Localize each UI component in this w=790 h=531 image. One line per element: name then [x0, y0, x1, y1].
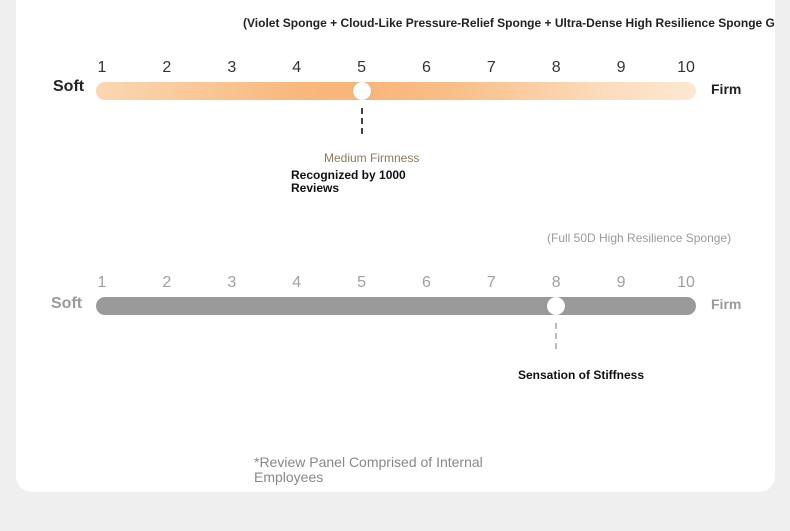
scale1-bar — [96, 82, 696, 100]
scale1-recognition: Recognized by 1000 Reviews — [291, 168, 406, 195]
scale2-knob — [547, 297, 566, 315]
scale1-tick: 6 — [421, 59, 431, 76]
scale1-tick: 9 — [616, 59, 626, 76]
scale1-tick: 1 — [97, 59, 107, 76]
scale1-firm-label: Firm — [711, 81, 742, 97]
scale2-bar — [96, 297, 696, 315]
scale1-tick: 2 — [162, 59, 172, 76]
scale1-soft-label: Soft — [53, 78, 85, 95]
scale1-indicator-line — [360, 108, 363, 134]
scale1-tick: 4 — [292, 59, 302, 76]
scale1-ticks: 1 2 3 4 5 6 7 8 9 10 — [96, 59, 696, 79]
footnote: *Review Panel Comprised of Internal Empl… — [254, 454, 483, 485]
scale2-tick: 5 — [357, 274, 366, 291]
scale1-tick: 3 — [227, 59, 237, 76]
scale2-tick: 6 — [421, 274, 431, 291]
scale1-tick: 5 — [357, 59, 366, 76]
scale1-knob — [352, 82, 371, 100]
scale1-tick: 7 — [486, 59, 496, 76]
scale2-tick: 7 — [486, 274, 496, 291]
scale2-soft-label: Soft — [51, 295, 83, 312]
scale1-rating-label: Medium Firmness — [324, 151, 420, 165]
scale2-tick: 2 — [162, 274, 172, 291]
firmness-card: (Violet Sponge + Cloud-Like Pressure-Rel… — [16, 0, 775, 492]
scale2-tick: 10 — [677, 274, 695, 291]
scale1-tick: 8 — [551, 59, 561, 76]
scale1-caption: (Violet Sponge + Cloud-Like Pressure-Rel… — [243, 16, 775, 30]
scale2-ticks: 1 2 3 4 5 6 7 8 9 10 — [96, 274, 696, 294]
scale2-rating-label: Sensation of Stiffness — [518, 368, 645, 382]
scale2-firm-label: Firm — [711, 296, 742, 312]
scale2-tick: 1 — [97, 274, 107, 291]
scale2-tick: 4 — [292, 274, 302, 291]
scale2-tick: 9 — [616, 274, 626, 291]
scale2-indicator-line — [555, 323, 558, 349]
scale2-tick: 8 — [551, 274, 561, 291]
scale1-tick: 10 — [677, 59, 695, 76]
scale2-tick: 3 — [227, 274, 237, 291]
scale2-caption: (Full 50D High Resilience Sponge) — [547, 231, 732, 245]
